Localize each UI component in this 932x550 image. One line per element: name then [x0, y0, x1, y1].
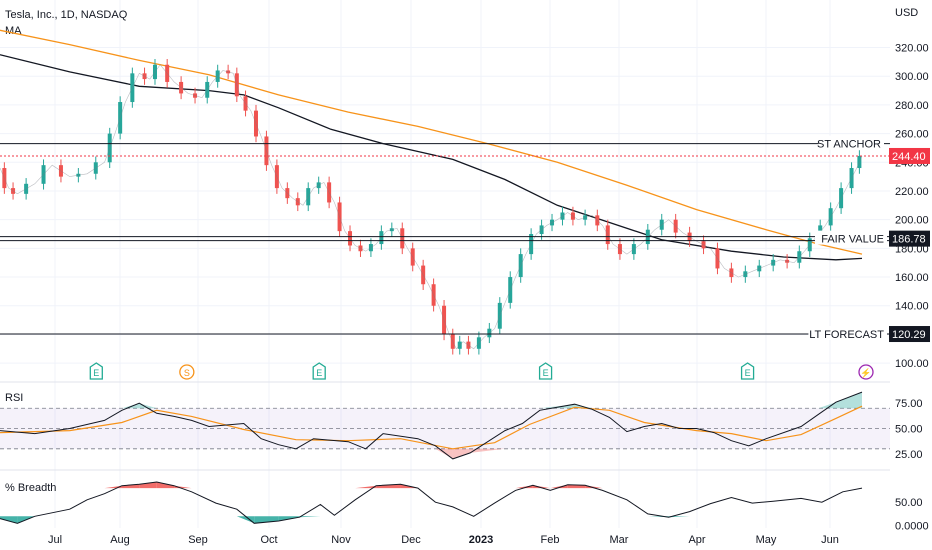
breadth-high-fill [585, 485, 603, 489]
time-tick-label: May [756, 534, 777, 546]
price-tick-label: 320.00 [895, 43, 929, 55]
earnings-event-icon [538, 362, 553, 380]
time-tick-label: Jul [48, 534, 62, 546]
rsi-ma-line [0, 405, 863, 450]
level-value-tag [889, 326, 930, 343]
breadth-high-fill [156, 481, 175, 489]
level-label-bg [818, 135, 884, 150]
price-tick-label: 300.00 [895, 71, 929, 83]
rsi-overbought-fill [818, 402, 836, 409]
rsi-tick-label: 50.00 [895, 424, 923, 436]
rsi-axis: 25.00 50.00 75.00 [895, 398, 923, 461]
price-tick-label: 220.00 [895, 186, 929, 198]
breadth-high-fill [515, 485, 533, 489]
time-tick-label: Aug [110, 534, 130, 546]
level-label-bg [808, 326, 887, 341]
breadth-low-fill [299, 516, 321, 518]
breadth-high-fill [550, 484, 568, 489]
breadth-tick-label: 50.00 [895, 497, 923, 509]
earnings-event-icon [740, 362, 755, 380]
price-tick-label: 160.00 [895, 272, 929, 284]
event-markers[interactable]: E S E E E ⚡ [89, 362, 874, 380]
chart-title: Tesla, Inc., 1D, NASDAQ [5, 9, 128, 21]
price-tick-label: 140.00 [895, 301, 929, 313]
rsi-tick-label: 75.00 [895, 398, 923, 410]
price-tick-label: 100.00 [895, 358, 929, 370]
level-label: FAIR VALUE [821, 234, 884, 246]
breadth-high-fill [121, 484, 140, 489]
event-label: E [745, 368, 751, 378]
rsi-overbought-fill [139, 403, 157, 409]
level-value-tag [889, 147, 930, 164]
breadth-tick-label: 0.0000 [895, 521, 929, 533]
price-tick-label: 260.00 [895, 129, 929, 141]
time-axis: Jul Aug Sep Oct Nov Dec 2023 Feb Mar Apr May Jun [48, 534, 839, 546]
price-axis: 100.00120.00140.00160.00180.00200.00220.… [889, 43, 930, 370]
moving-average-line [0, 54, 863, 261]
breadth-pane[interactable] [0, 481, 863, 524]
breadth-high-fill [532, 485, 551, 489]
rsi-oversold-fill [435, 448, 453, 459]
indicator-label-ma: MA [5, 25, 22, 37]
breadth-high-fill [139, 481, 157, 489]
level-label-bg [815, 230, 887, 245]
price-tick-label: 200.00 [895, 215, 929, 227]
time-tick-label: Oct [260, 534, 277, 546]
rsi-oversold-fill [470, 448, 506, 453]
event-label: E [316, 368, 322, 378]
time-tick-label: Dec [401, 534, 421, 546]
level-value-label: 186.78 [892, 234, 926, 246]
rsi-line [0, 391, 863, 460]
earnings-event-icon [312, 362, 326, 380]
split-event-icon [179, 364, 195, 380]
breadth-high-fill [376, 484, 401, 489]
level-label: ST ANCHOR [817, 139, 881, 151]
price-pane[interactable]: ST ANCHOR FAIR VALUE LT FORECAST [0, 29, 890, 355]
breadth-low-fill [0, 516, 18, 524]
event-label: E [543, 368, 549, 378]
event-label: S [184, 368, 190, 378]
rsi-pane[interactable] [0, 391, 890, 460]
breadth-low-fill [236, 516, 255, 524]
level-label: LT FORECAST [809, 329, 884, 341]
breadth-low-fill [668, 516, 690, 518]
event-label: ⚡ [860, 367, 871, 379]
time-tick-label: Sep [188, 534, 208, 546]
time-tick-label: 2023 [469, 534, 493, 546]
lightning-event-icon [858, 364, 874, 380]
rsi-overbought-fill [835, 392, 862, 409]
level-value-tag [889, 230, 930, 247]
earnings-event-icon [89, 362, 103, 380]
level-value-label: 120.29 [892, 329, 926, 341]
breadth-high-fill [355, 485, 377, 489]
moving-average-line [0, 29, 863, 255]
time-tick-label: Apr [688, 534, 705, 546]
time-tick-label: Feb [541, 534, 560, 546]
currency-label: USD [895, 7, 918, 19]
event-label: E [93, 368, 99, 378]
breadth-axis: 0.0000 50.00 [895, 497, 929, 532]
rsi-title: RSI [5, 392, 23, 404]
level-value-label: 244.40 [892, 151, 926, 163]
time-tick-label: Jun [821, 534, 839, 546]
breadth-title: % Breadth [5, 482, 56, 494]
time-tick-label: Nov [331, 534, 351, 546]
breadth-line [0, 481, 863, 524]
rsi-tick-label: 25.00 [895, 449, 923, 461]
rsi-oversold-fill [452, 448, 471, 459]
time-tick-label: Mar [610, 534, 629, 546]
price-tick-label: 280.00 [895, 100, 929, 112]
price-close-line [0, 64, 863, 350]
